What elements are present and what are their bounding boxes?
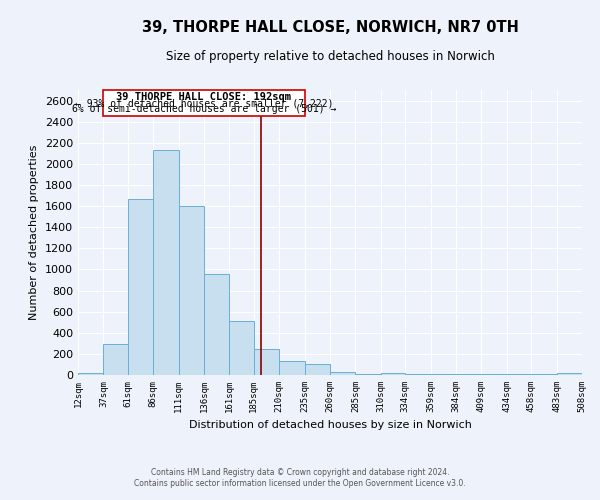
- Bar: [153, 150, 179, 375]
- Text: 39 THORPE HALL CLOSE: 192sqm: 39 THORPE HALL CLOSE: 192sqm: [116, 92, 292, 102]
- X-axis label: Distribution of detached houses by size in Norwich: Distribution of detached houses by size …: [188, 420, 472, 430]
- Bar: [507, 374, 531, 375]
- Bar: [179, 206, 204, 375]
- Bar: [557, 373, 582, 375]
- Y-axis label: Number of detached properties: Number of detached properties: [29, 145, 40, 320]
- Bar: [229, 321, 254, 375]
- Bar: [481, 374, 507, 375]
- Text: Size of property relative to detached houses in Norwich: Size of property relative to detached ho…: [166, 50, 494, 63]
- Bar: [355, 374, 381, 375]
- Bar: [128, 198, 153, 375]
- Bar: [330, 372, 355, 375]
- Bar: [103, 344, 128, 375]
- Text: ← 93% of detached houses are smaller (7,222): ← 93% of detached houses are smaller (7,…: [75, 98, 333, 108]
- Bar: [381, 373, 405, 375]
- Bar: [431, 374, 456, 375]
- Text: 39, THORPE HALL CLOSE, NORWICH, NR7 0TH: 39, THORPE HALL CLOSE, NORWICH, NR7 0TH: [142, 20, 518, 35]
- Bar: [305, 364, 330, 375]
- Text: 6% of semi-detached houses are larger (501) →: 6% of semi-detached houses are larger (5…: [72, 104, 336, 115]
- Bar: [103, 90, 305, 117]
- Bar: [279, 362, 305, 375]
- Bar: [78, 373, 103, 375]
- Bar: [405, 374, 431, 375]
- Text: Contains HM Land Registry data © Crown copyright and database right 2024.
Contai: Contains HM Land Registry data © Crown c…: [134, 468, 466, 487]
- Bar: [204, 274, 229, 375]
- Bar: [531, 374, 557, 375]
- Bar: [456, 374, 481, 375]
- Bar: [254, 348, 279, 375]
